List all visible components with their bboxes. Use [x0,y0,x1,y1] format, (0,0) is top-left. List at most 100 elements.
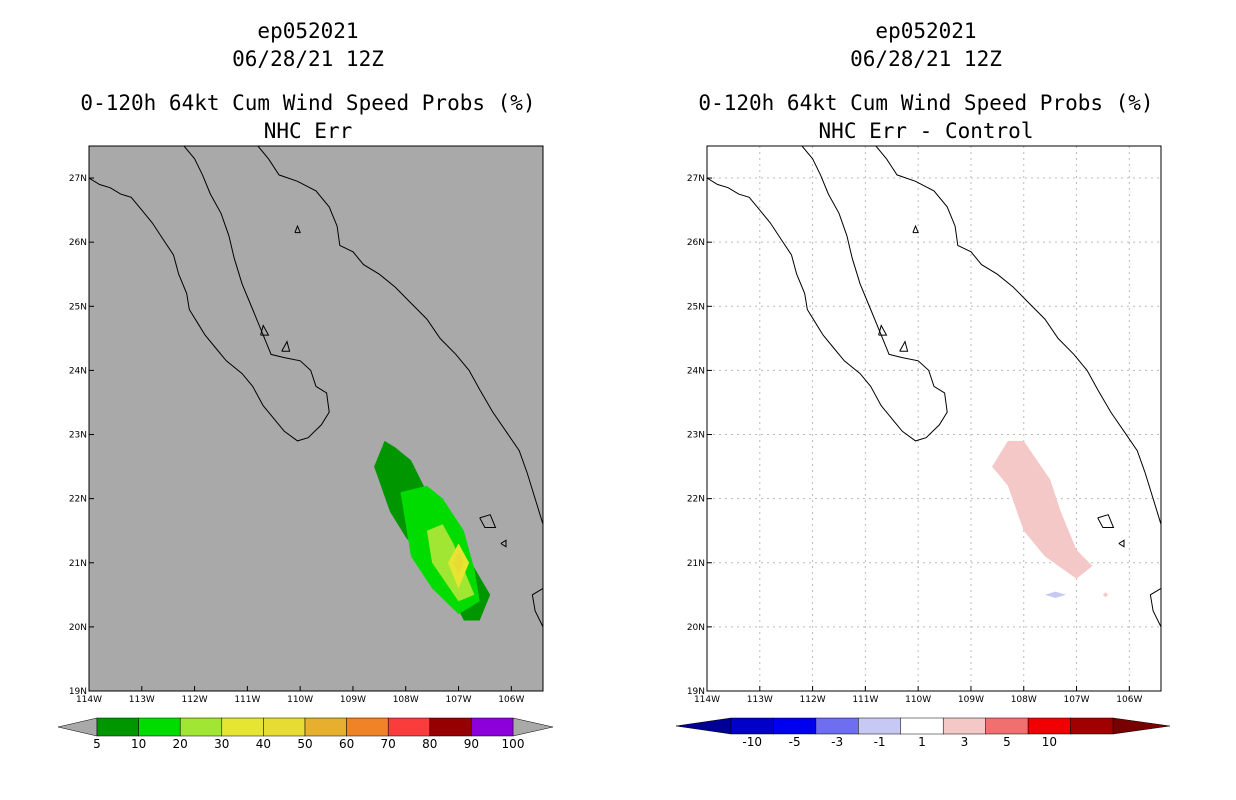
lat-tick-label: 26N [687,238,705,248]
lon-tick-label: 109W [340,695,366,705]
colorbar-swatch [900,717,944,735]
colorbar-label: -10 [742,735,762,749]
colorbar-label: 10 [131,737,146,751]
lat-tick-label: 22N [687,495,705,505]
colorbar-swatch [138,717,181,737]
colorbar-label: 70 [381,737,396,751]
lat-tick-label: 26N [69,238,87,248]
lon-tick-label: 113W [129,695,155,705]
colorbar-swatch [1027,717,1071,735]
coastline-south [531,587,543,628]
island-1 [260,324,270,336]
map-background-1 [707,146,1161,691]
contour-40-50-4 [453,549,464,576]
colorbar-label: -1 [874,735,886,749]
lon-tick-label: 106W [498,695,524,705]
colorbar-swatch [471,717,514,737]
island-4 [500,539,507,548]
contour-1-3-0 [992,440,1093,579]
lat-tick-label: 19N [69,687,87,697]
lon-tick-label: 111W [852,695,878,705]
colorbar-swatch [773,717,817,735]
island-3 [1097,514,1115,528]
lon-tick-label: 112W [182,695,208,705]
colorbar-over-triangle [512,717,554,737]
colorbar-label: 5 [93,737,101,751]
lon-tick-label: 109W [958,695,984,705]
colorbar-under-triangle [675,717,732,735]
lon-tick-label: 113W [747,695,773,705]
lat-tick-label: 21N [69,559,87,569]
map-panel-1: 19N 20N 21N 22N 23N 24N 25N 26N 27N 114W 113W 112W 1… [687,145,1162,705]
right-title-line3: 0-120h 64kt Cum Wind Speed Probs (%) [698,91,1154,115]
colorbar-swatch [858,717,902,735]
island-3 [479,514,497,528]
lon-tick-label: 108W [393,695,419,705]
coastline-baja [707,146,948,442]
colorbar-label: 3 [961,735,969,749]
island-0 [294,224,301,234]
colorbar-swatch [985,717,1029,735]
lon-tick-label: 106W [1116,695,1142,705]
lat-tick-label: 20N [69,623,87,633]
colorbar-under-triangle [57,717,98,737]
island-4 [1118,539,1125,548]
lat-tick-label: 25N [687,302,705,312]
lon-tick-label: 112W [800,695,826,705]
colorbar-label: -3 [831,735,843,749]
lat-tick-label: 24N [687,366,705,376]
lon-tick-label: 110W [287,695,313,705]
lon-tick-label: 114W [76,695,102,705]
colorbar-swatch [179,717,223,737]
colorbar-1: -10 -5 -3 -1 1 3 5 10 [675,717,1171,749]
colorbar-over-triangle [1112,717,1171,735]
colorbar-swatch [387,717,431,737]
lon-tick-label: 111W [234,695,260,705]
coastline-south [1149,587,1161,628]
lat-tick-label: 27N [687,174,705,184]
colorbar-label: 50 [297,737,312,751]
right-title-line1: ep052021 [875,19,977,43]
colorbar-swatch [346,717,389,737]
colorbar-label: 10 [1042,735,1057,749]
colorbar-swatch [942,717,986,735]
right-title-line4: NHC Err - Control [818,119,1034,143]
colorbar-swatch [221,717,264,737]
map-frame-1 [706,145,1162,692]
left-title-line2: 06/28/21 12Z [232,47,384,71]
right-title-line2: 06/28/21 12Z [850,47,1002,71]
lon-tick-label: 108W [1011,695,1037,705]
lat-tick-label: 23N [69,431,87,441]
colorbar-label: 40 [256,737,271,751]
colorbar-label: 30 [214,737,229,751]
colorbar-swatch [730,717,774,735]
left-title-line4: NHC Err [263,119,353,143]
colorbar-label: 100 [502,737,525,751]
colorbar-swatch [304,717,347,737]
island-1 [878,324,888,336]
lat-tick-label: 25N [69,302,87,312]
lat-tick-label: 23N [687,431,705,441]
colorbar-swatch [429,717,472,737]
lon-tick-label: 107W [1063,695,1089,705]
left-title-line1: ep052021 [257,19,359,43]
lon-tick-label: 110W [905,695,931,705]
left-title-line3: 0-120h 64kt Cum Wind Speed Probs (%) [80,91,536,115]
coastline-baja [89,146,330,442]
colorbar-label: 60 [339,737,354,751]
island-2 [281,340,291,352]
map-plot-area-1 [707,146,1161,691]
colorbar-swatch [96,717,139,737]
colorbar-swatch [815,717,859,735]
colorbar-swatch [263,717,306,737]
colorbar-label: 5 [1003,735,1011,749]
island-0 [912,224,919,234]
lat-tick-label: 20N [687,623,705,633]
island-2 [899,340,909,352]
contour-1-3-2 [1102,592,1109,598]
lat-tick-label: 22N [69,495,87,505]
colorbar-label: 80 [422,737,437,751]
lat-tick-label: 21N [687,559,705,569]
coastline-mainland [875,146,1161,525]
